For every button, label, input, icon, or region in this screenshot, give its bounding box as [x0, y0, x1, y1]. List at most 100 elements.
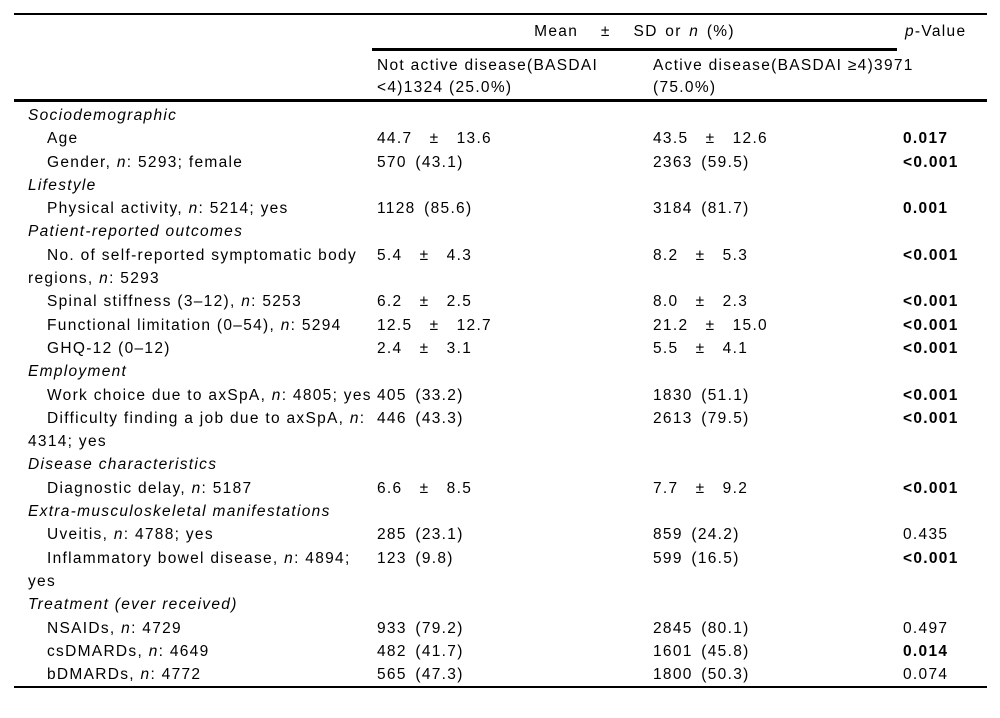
row-label: No. of self-reported symptomatic body reg… [28, 246, 357, 288]
row-label: bDMARDs, n: 4772 [47, 666, 202, 684]
row-label: Functional limitation (0–54), n: 5294 [47, 316, 342, 334]
p-value: <0.001 [903, 246, 959, 264]
row-label: GHQ-12 (0–12) [47, 339, 171, 357]
table-row: Functional limitation (0–54), n: 5294 12.… [0, 314, 1000, 337]
header-group-rule [372, 48, 897, 51]
section-row: Treatment (ever received) [0, 593, 1000, 616]
group1-value: 6.2 ± 2.5 [377, 293, 473, 311]
p-value: 0.074 [903, 666, 949, 684]
p-value: <0.001 [903, 316, 959, 334]
section-label: Extra-musculoskeletal manifestations [28, 503, 331, 521]
group1-value: 405 (33.2) [377, 386, 464, 404]
table-row: Diagnostic delay, n: 5187 6.6 ± 8.5 7.7 ± … [0, 477, 1000, 500]
table-bottom-rule [14, 686, 987, 689]
group1-header: Not active disease(BASDAI <4)1324 (25.0%… [377, 55, 653, 99]
group1-value: 446 (43.3) [377, 409, 464, 427]
section-label: Sociodemographic [28, 107, 178, 124]
section-row: Disease characteristics [0, 453, 1000, 476]
row-label: Spinal stiffness (3–12), n: 5253 [47, 293, 303, 311]
group1-header-line1: Not active disease(BASDAI [377, 57, 599, 74]
row-label: csDMARDs, n: 4649 [47, 642, 210, 660]
header-body-rule [14, 99, 987, 102]
p-value: <0.001 [903, 153, 959, 171]
section-label: Employment [28, 363, 128, 381]
table-row: No. of self-reported symptomatic body reg… [0, 244, 1000, 291]
group2-value: 1830 (51.1) [653, 386, 750, 404]
row-label: Work choice due to axSpA, n: 4805; yes [47, 386, 372, 404]
section-label: Patient-reported outcomes [28, 223, 244, 241]
group-header-row: Not active disease(BASDAI <4)1324 (25.0%… [0, 51, 1000, 99]
group1-value: 2.4 ± 3.1 [377, 339, 473, 357]
group1-value: 285 (23.1) [377, 526, 464, 544]
group2-value: 599 (16.5) [653, 549, 740, 567]
group2-value: 21.2 ± 15.0 [653, 316, 768, 334]
table-top-rule [14, 13, 987, 15]
row-label: Age [47, 130, 79, 148]
mean-sd-header: Mean ± SD or n (%) [534, 22, 735, 40]
p-value: 0.001 [903, 200, 949, 218]
section-row: Patient-reported outcomes [0, 220, 1000, 243]
table-row: Work choice due to axSpA, n: 4805; yes 40… [0, 384, 1000, 407]
p-value: <0.001 [903, 409, 959, 427]
p-value: <0.001 [903, 339, 959, 357]
table-row: Age 44.7 ± 13.6 43.5 ± 12.6 0.017 [0, 127, 1000, 150]
row-label: NSAIDs, n: 4729 [47, 619, 182, 637]
group1-value: 933 (79.2) [377, 619, 464, 637]
row-label: Diagnostic delay, n: 5187 [47, 479, 253, 497]
group1-value: 123 (9.8) [377, 549, 454, 567]
table-row: NSAIDs, n: 4729 933 (79.2) 2845 (80.1) 0.49… [0, 617, 1000, 640]
group1-value: 1128 (85.6) [377, 200, 473, 218]
p-value: 0.017 [903, 130, 949, 148]
group2-value: 1601 (45.8) [653, 642, 750, 660]
row-label: Uveitis, n: 4788; yes [47, 526, 214, 544]
p-value-header: p-Value [905, 22, 967, 40]
table-row: Uveitis, n: 4788; yes 285 (23.1) 859 (24.2… [0, 523, 1000, 546]
p-value: <0.001 [903, 386, 959, 404]
group2-value: 2613 (79.5) [653, 409, 750, 427]
group2-value: 2363 (59.5) [653, 153, 750, 171]
section-row: Employment [0, 360, 1000, 383]
p-value: 0.497 [903, 619, 949, 637]
section-row: Sociodemographic [0, 104, 1000, 127]
p-value: <0.001 [903, 549, 959, 567]
section-row: Lifestyle [0, 174, 1000, 197]
table-header-row: Mean ± SD or n (%) p-Value [0, 15, 1000, 48]
group2-value: 8.0 ± 2.3 [653, 293, 749, 311]
group1-value: 565 (47.3) [377, 666, 464, 684]
table-row: Inflammatory bowel disease, n: 4894; yes 1… [0, 547, 1000, 594]
group2-header: Active disease(BASDAI ≥4)3971 (75.0%) [653, 55, 914, 99]
table-row: Physical activity, n: 5214; yes 1128 (85.… [0, 197, 1000, 220]
group2-value: 43.5 ± 12.6 [653, 130, 768, 148]
group1-header-line2: <4)1324 (25.0%) [377, 79, 513, 96]
table-row: Gender, n: 5293; female 570 (43.1) 2363 (5… [0, 151, 1000, 174]
row-label: Physical activity, n: 5214; yes [47, 200, 289, 218]
table-row: Spinal stiffness (3–12), n: 5253 6.2 ± 2.… [0, 290, 1000, 313]
group1-value: 570 (43.1) [377, 153, 464, 171]
table-row: GHQ-12 (0–12) 2.4 ± 3.1 5.5 ± 4.1 <0.001 [0, 337, 1000, 360]
section-label: Disease characteristics [28, 456, 218, 474]
group2-value: 859 (24.2) [653, 526, 740, 544]
p-value: <0.001 [903, 293, 959, 311]
statistics-table: Mean ± SD or n (%) p-Value Not active di… [0, 13, 1000, 689]
row-label: Inflammatory bowel disease, n: 4894; yes [28, 549, 351, 590]
group2-value: 3184 (81.7) [653, 200, 750, 218]
table-row: csDMARDs, n: 4649 482 (41.7) 1601 (45.8) 0.… [0, 640, 1000, 663]
group2-value: 2845 (80.1) [653, 619, 750, 637]
section-label: Lifestyle [28, 176, 97, 194]
section-row: Extra-musculoskeletal manifestations [0, 500, 1000, 523]
table-body: Sociodemographic Age 44.7 ± 13.6 43.5 ± 12.… [0, 102, 1000, 686]
p-value: 0.435 [903, 526, 949, 544]
row-label: Difficulty finding a job due to axSpA, n… [28, 409, 366, 451]
group2-value: 8.2 ± 5.3 [653, 246, 749, 264]
group2-header-line1: Active disease(BASDAI ≥4)3971 [653, 57, 914, 74]
section-label: Treatment (ever received) [28, 596, 238, 614]
p-value: <0.001 [903, 479, 959, 497]
table-row: Difficulty finding a job due to axSpA, n… [0, 407, 1000, 454]
group2-header-line2: (75.0%) [653, 79, 717, 96]
group1-value: 5.4 ± 4.3 [377, 246, 473, 264]
group1-value: 482 (41.7) [377, 642, 464, 660]
group1-value: 6.6 ± 8.5 [377, 479, 473, 497]
group2-value: 7.7 ± 9.2 [653, 479, 749, 497]
table-row: bDMARDs, n: 4772 565 (47.3) 1800 (50.3) 0.0… [0, 663, 1000, 686]
group1-value: 44.7 ± 13.6 [377, 130, 492, 148]
